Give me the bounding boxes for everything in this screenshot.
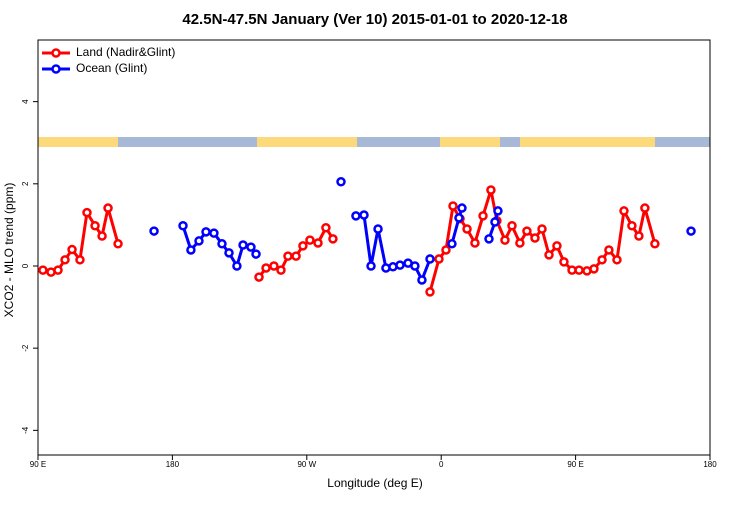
point bbox=[552, 241, 562, 251]
x-axis-label: Longitude (deg E) bbox=[327, 476, 422, 490]
point bbox=[351, 211, 361, 221]
point bbox=[544, 250, 554, 260]
point bbox=[201, 227, 211, 237]
point bbox=[251, 249, 261, 259]
chart-title: 42.5N-47.5N January (Ver 10) 2015-01-01 … bbox=[182, 11, 567, 28]
point bbox=[619, 206, 629, 216]
point bbox=[522, 226, 532, 236]
point bbox=[507, 220, 517, 231]
point bbox=[238, 240, 248, 250]
y-tick-label: 2 bbox=[21, 181, 30, 186]
x-tick-label: 90 E bbox=[30, 460, 46, 469]
point bbox=[417, 275, 427, 285]
point bbox=[537, 224, 547, 234]
point bbox=[627, 220, 637, 231]
y-axis-label: XCO2 - MLO trend (ppm) bbox=[2, 183, 16, 318]
point bbox=[283, 251, 293, 261]
point bbox=[515, 238, 525, 248]
x-tick-label: 90 E bbox=[567, 460, 583, 469]
map-strip bbox=[38, 137, 710, 147]
point bbox=[246, 242, 256, 252]
point bbox=[232, 261, 242, 271]
y-tick-label: -4 bbox=[21, 426, 30, 434]
point bbox=[634, 231, 644, 241]
point bbox=[559, 257, 569, 267]
point bbox=[38, 265, 48, 275]
point bbox=[113, 239, 123, 249]
point bbox=[530, 233, 540, 243]
x-tick-label: 180 bbox=[703, 460, 717, 469]
x-tick-label: 90 W bbox=[297, 460, 316, 469]
point bbox=[597, 255, 607, 265]
point bbox=[97, 231, 107, 241]
point bbox=[328, 234, 338, 244]
point bbox=[441, 245, 451, 255]
point bbox=[149, 226, 159, 236]
point bbox=[493, 206, 503, 216]
x-tick-label: 180 bbox=[166, 460, 180, 469]
point bbox=[269, 261, 279, 271]
point bbox=[373, 224, 383, 234]
point bbox=[321, 223, 331, 233]
point bbox=[425, 287, 435, 297]
point bbox=[305, 235, 315, 245]
legend-marker bbox=[51, 64, 61, 74]
legend-label: Land (Nadir&Glint) bbox=[76, 45, 175, 59]
point bbox=[500, 235, 510, 245]
y-tick-label: -2 bbox=[21, 344, 30, 352]
point bbox=[478, 211, 488, 221]
point bbox=[425, 254, 435, 264]
point bbox=[470, 238, 480, 248]
point bbox=[53, 265, 63, 275]
point bbox=[313, 238, 323, 248]
point bbox=[434, 254, 444, 264]
point bbox=[490, 217, 500, 227]
point bbox=[574, 265, 584, 275]
x-tick-label: 0 bbox=[439, 460, 444, 469]
point bbox=[261, 263, 271, 273]
point bbox=[291, 251, 301, 261]
point bbox=[447, 239, 457, 249]
point bbox=[67, 244, 77, 255]
point bbox=[366, 261, 376, 271]
point bbox=[484, 234, 494, 244]
point bbox=[395, 260, 405, 270]
point bbox=[454, 213, 464, 223]
point bbox=[178, 220, 188, 231]
point bbox=[254, 272, 264, 282]
point bbox=[209, 228, 219, 238]
plot-frame bbox=[37, 39, 711, 456]
point bbox=[186, 245, 196, 255]
point bbox=[298, 241, 308, 251]
y-tick-label: 4 bbox=[21, 99, 30, 104]
series-line bbox=[42, 189, 657, 293]
point bbox=[359, 210, 369, 220]
point bbox=[90, 220, 100, 231]
point bbox=[486, 185, 496, 195]
point bbox=[75, 255, 85, 265]
point bbox=[82, 207, 92, 218]
point bbox=[448, 201, 458, 211]
point bbox=[60, 255, 70, 265]
legend-marker bbox=[51, 48, 61, 58]
point bbox=[612, 255, 622, 265]
point bbox=[194, 236, 204, 246]
y-tick-label: 0 bbox=[21, 263, 30, 268]
point bbox=[276, 265, 286, 275]
point bbox=[410, 261, 420, 271]
point bbox=[462, 224, 472, 234]
point bbox=[640, 203, 650, 213]
point bbox=[217, 239, 227, 249]
point bbox=[224, 248, 234, 258]
legend-label: Ocean (Glint) bbox=[76, 61, 147, 75]
point bbox=[103, 203, 113, 213]
point bbox=[336, 177, 346, 187]
point bbox=[604, 245, 614, 255]
point bbox=[589, 264, 599, 274]
point bbox=[686, 226, 696, 236]
point bbox=[650, 239, 660, 249]
point bbox=[457, 203, 467, 213]
